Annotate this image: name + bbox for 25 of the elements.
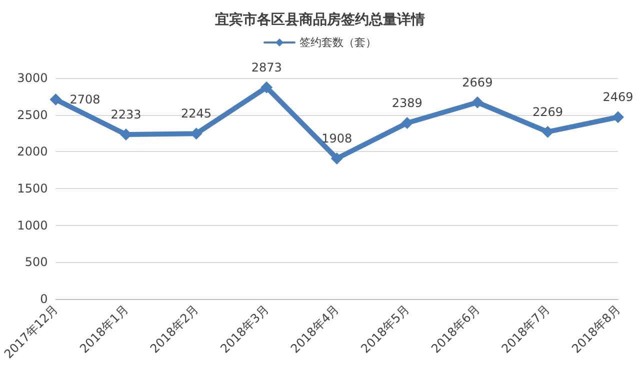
data-label: 2469 [602, 90, 634, 104]
data-label: 2669 [462, 75, 493, 90]
data-label: 2233 [110, 108, 142, 122]
data-label: 1908 [322, 131, 352, 146]
data-label: 2708 [70, 92, 100, 107]
data-label: 2245 [181, 106, 212, 121]
point [330, 152, 343, 164]
point [542, 126, 554, 138]
y-tick-label: 0 [40, 292, 48, 306]
chart-title: 宜宾市各区县商品房签约总量详情 [215, 11, 425, 28]
y-tick-label: 3000 [17, 71, 48, 85]
y-tick-label: 2000 [17, 144, 48, 159]
y-tick-label: 2500 [17, 108, 48, 122]
legend-label: 签约套数（套） [300, 36, 376, 49]
point [401, 117, 414, 130]
point [471, 96, 484, 108]
point [50, 94, 62, 106]
y-tick-label: 1000 [17, 218, 48, 232]
y-tick-label: 1500 [17, 182, 48, 196]
data-label: 2389 [392, 96, 422, 110]
point [612, 111, 624, 124]
data-label: 2873 [251, 60, 282, 74]
y-tick-label: 500 [24, 255, 48, 270]
point [260, 81, 273, 94]
data-label: 2269 [532, 104, 563, 119]
